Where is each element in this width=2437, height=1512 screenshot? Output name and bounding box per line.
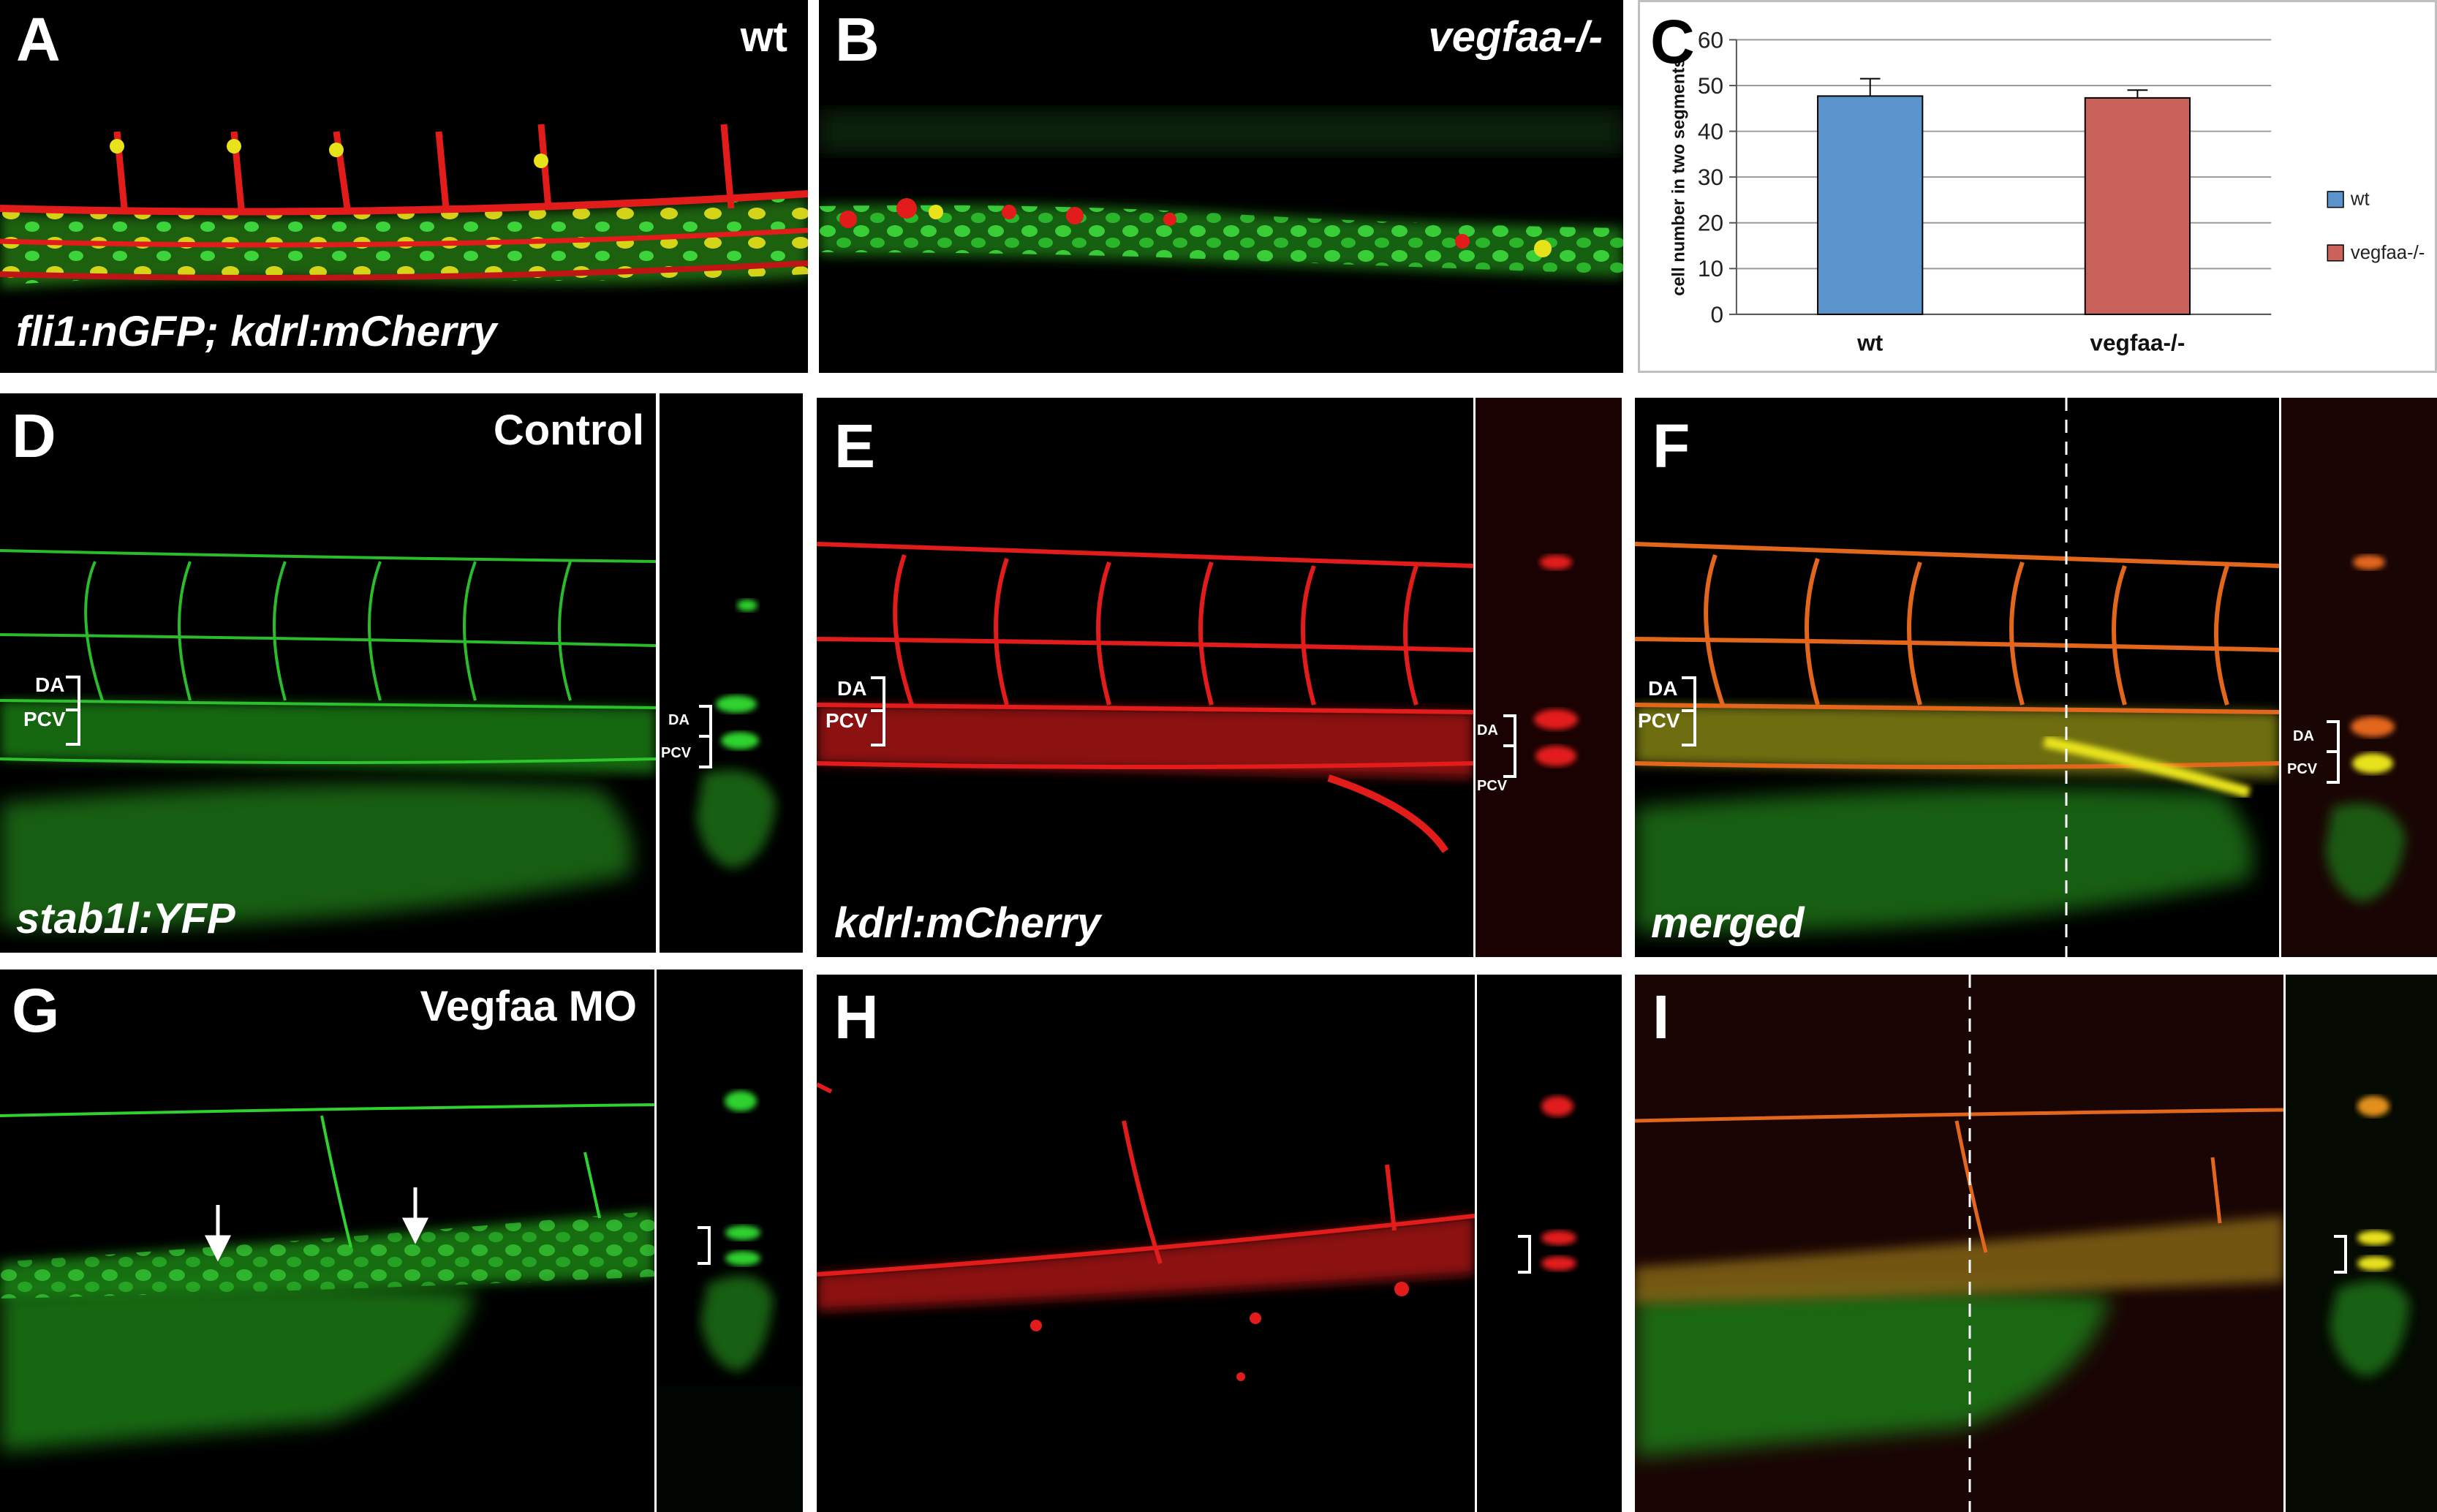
panel-f: F DA PCV merged <box>1635 398 2279 957</box>
panel-a-micrograph <box>0 0 808 373</box>
y-tick-label: 40 <box>1698 118 1723 144</box>
x-tick-label: wt <box>1856 329 1884 355</box>
panel-e: E DA PCV kdrl:mCherry <box>817 398 1473 957</box>
panel-d-micrograph <box>0 393 656 953</box>
panel-f-xs-pcv-label: PCV <box>2287 761 2318 777</box>
panel-a: A wt fli1:nGFP; kdrl:mCherry <box>0 0 808 373</box>
panel-c: 0 10 20 30 40 50 60 cell number in two segments… <box>1638 0 2437 373</box>
panel-e-pcv-label: PCV <box>825 709 868 732</box>
bar-vegfaa-/- <box>2084 97 2191 315</box>
panel-h-letter: H <box>834 983 879 1051</box>
legend-swatch <box>2327 191 2344 208</box>
panel-b-letter: B <box>835 5 880 74</box>
panel-a-letter: A <box>16 5 61 74</box>
y-tick-label: 30 <box>1698 164 1723 190</box>
y-tick-label: 10 <box>1698 255 1723 281</box>
panel-f-cross-section: DA PCV <box>2281 398 2437 957</box>
panel-d-bracket <box>66 676 80 746</box>
y-tick-label: 50 <box>1698 72 1723 99</box>
panel-i-cross-section <box>2286 975 2437 1512</box>
panel-f-letter: F <box>1652 412 1690 480</box>
panel-d-xs-pcv-label: PCV <box>661 745 692 761</box>
bar-chart: 0 10 20 30 40 50 60 cell number in two segments… <box>1670 26 2425 355</box>
panel-e-da-label: DA <box>837 677 867 700</box>
legend-entry: vegfaa-/- <box>2351 243 2425 263</box>
panel-f-pcv-label: PCV <box>1638 709 1680 732</box>
y-tick-label: 0 <box>1711 301 1724 328</box>
panel-b-condition: vegfaa-/- <box>1428 13 1603 61</box>
panel-e-letter: E <box>834 412 876 480</box>
panel-i: I <box>1635 975 2283 1512</box>
panel-d-cross-section: DA PCV <box>660 393 803 953</box>
panel-d-caption: stab1l:YFP <box>16 895 235 942</box>
panel-f-caption: merged <box>1651 899 1805 947</box>
panel-b: B vegfaa-/- <box>819 0 1623 373</box>
y-tick-label: 60 <box>1698 26 1723 53</box>
panel-h-micrograph <box>817 975 1475 1512</box>
panel-a-condition: wt <box>740 13 787 61</box>
legend-swatch <box>2327 244 2344 262</box>
panel-g-letter: G <box>12 976 60 1045</box>
panel-d-condition: Control <box>493 407 644 454</box>
panel-e-bracket <box>871 676 885 746</box>
panel-i-micrograph <box>1635 975 2283 1512</box>
panel-g-cross-section <box>657 969 803 1512</box>
panel-g-condition: Vegfaa MO <box>420 983 637 1030</box>
panel-e-micrograph <box>817 398 1473 957</box>
panel-d-xs-da-label: DA <box>668 712 689 728</box>
legend-entry: wt <box>2350 189 2370 210</box>
y-tick-label: 20 <box>1698 210 1723 236</box>
bar-wt <box>1817 95 1924 315</box>
y-axis-label: cell number in two segments <box>1670 58 1689 295</box>
panel-e-cross-section: DA PCV <box>1476 398 1622 957</box>
panel-f-bracket <box>1682 676 1696 746</box>
panel-f-xs-da-label: DA <box>2293 728 2314 744</box>
panel-h: H <box>817 975 1475 1512</box>
panel-e-xs-pcv-label: PCV <box>1477 778 1508 794</box>
panel-h-cross-section <box>1477 975 1622 1512</box>
panel-c-letter: C <box>1650 7 1695 76</box>
panel-d: D Control DA PCV stab1l:YFP <box>0 393 656 953</box>
panel-d-da-label: DA <box>35 673 65 696</box>
panel-i-letter: I <box>1652 983 1670 1051</box>
arrow-down-icon <box>204 1205 232 1262</box>
panel-e-caption: kdrl:mCherry <box>834 899 1101 947</box>
panel-g: G Vegfaa MO <box>0 969 654 1512</box>
panel-e-xs-da-label: DA <box>1477 722 1498 738</box>
panel-f-da-label: DA <box>1648 677 1678 700</box>
arrow-down-icon <box>401 1187 429 1244</box>
panel-d-letter: D <box>12 401 56 470</box>
panel-d-pcv-label: PCV <box>23 708 66 730</box>
panel-a-caption: fli1:nGFP; kdrl:mCherry <box>16 308 497 355</box>
panel-g-micrograph <box>0 969 654 1512</box>
x-tick-label: vegfaa-/- <box>2090 329 2185 355</box>
panel-f-micrograph <box>1635 398 2279 957</box>
panel-b-micrograph <box>819 0 1623 373</box>
